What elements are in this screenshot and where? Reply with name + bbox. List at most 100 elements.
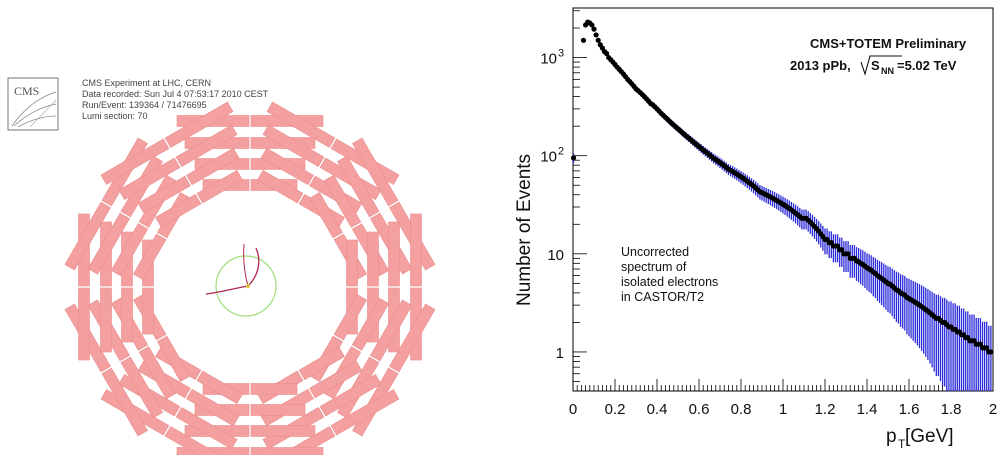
y-tick-exponent: 3 bbox=[558, 48, 564, 60]
info-line-3: Run/Event: 139364 / 71476695 bbox=[82, 100, 207, 110]
data-point bbox=[984, 345, 990, 351]
detector-module bbox=[389, 303, 436, 373]
detector-module bbox=[132, 233, 167, 280]
detector-module bbox=[352, 137, 399, 207]
detector-module bbox=[250, 383, 298, 395]
info-line-1: CMS Experiment at LHC, CERN bbox=[82, 78, 211, 88]
detector-module bbox=[262, 124, 325, 167]
detector-module bbox=[337, 155, 380, 218]
track-line bbox=[205, 285, 249, 295]
data-point bbox=[591, 26, 597, 32]
detector-module bbox=[266, 101, 336, 148]
legend-line-2-prefix: 2013 pPb, bbox=[790, 58, 851, 73]
detector-module bbox=[323, 174, 362, 228]
x-tick-label: 0.6 bbox=[689, 401, 710, 418]
detector-module bbox=[138, 346, 177, 400]
detector-module bbox=[155, 193, 202, 228]
data-point bbox=[570, 155, 577, 161]
error-bars bbox=[572, 21, 992, 391]
y-tick-label: 1 bbox=[556, 345, 564, 362]
x-tick-label: 0 bbox=[569, 401, 577, 418]
detector-module bbox=[330, 389, 400, 436]
note-line-3: isolated electrons bbox=[621, 275, 718, 289]
x-axis-title: p T [GeV] bbox=[886, 426, 954, 451]
detector-module bbox=[257, 169, 304, 204]
data-points bbox=[570, 19, 994, 355]
info-line-4: Lumi section: 70 bbox=[82, 111, 148, 121]
detector-module bbox=[309, 192, 344, 239]
detector-module bbox=[164, 426, 234, 460]
note-line-1: Uncorrected bbox=[621, 245, 689, 259]
data-point bbox=[580, 37, 587, 43]
legend-line-2-suffix: =5.02 TeV bbox=[897, 58, 957, 73]
detector-module bbox=[78, 287, 90, 361]
cms-logo: CMS bbox=[7, 77, 59, 131]
detector-module bbox=[120, 356, 163, 419]
detector-module bbox=[64, 201, 111, 271]
detector-module bbox=[100, 287, 112, 353]
detector-module bbox=[250, 404, 306, 416]
detector-module bbox=[370, 299, 413, 362]
data-point bbox=[593, 32, 599, 38]
x-tick-label: 1.6 bbox=[899, 401, 920, 418]
legend-line-2-s: S bbox=[871, 58, 880, 73]
detector-module bbox=[319, 374, 382, 417]
note-line-2: spectrum of bbox=[621, 260, 687, 274]
y-tick-label: 10 bbox=[540, 149, 557, 166]
detector-module bbox=[175, 124, 238, 167]
y-tick-label: 10 bbox=[547, 247, 564, 264]
data-point bbox=[845, 251, 851, 257]
x-tick-label: 0.2 bbox=[605, 401, 626, 418]
y-axis-title: Number of Events bbox=[514, 154, 535, 306]
legend-line-1: CMS+TOTEM Preliminary bbox=[810, 36, 967, 51]
detector-module-rings bbox=[64, 101, 436, 460]
data-point bbox=[589, 22, 595, 28]
detector-module bbox=[142, 287, 154, 335]
tracks bbox=[205, 243, 277, 317]
data-point bbox=[839, 247, 845, 253]
detector-module bbox=[196, 169, 243, 204]
detector-module bbox=[121, 287, 133, 343]
x-axis-ticks: 0 0.2 0.4 0.6 0.8 1 1.2 1.4 1.6 1.8 2 bbox=[569, 379, 997, 418]
legend: CMS+TOTEM Preliminary 2013 pPb, S NN =5.… bbox=[790, 36, 967, 76]
logo-text: CMS bbox=[14, 84, 39, 98]
detector-module bbox=[309, 360, 363, 399]
detector-module bbox=[367, 231, 379, 287]
detector-module bbox=[186, 147, 240, 186]
y-tick-label: 10 bbox=[540, 51, 557, 68]
sqrt-symbol bbox=[860, 55, 902, 76]
detector-module bbox=[250, 425, 316, 437]
detector-module bbox=[110, 223, 149, 277]
x-axis-title-unit: [GeV] bbox=[905, 426, 954, 447]
vertex-marker bbox=[246, 284, 250, 288]
detector-module bbox=[175, 407, 238, 450]
x-axis-title-main: p bbox=[886, 426, 897, 447]
data-point bbox=[988, 349, 994, 355]
annotation-note: Uncorrected spectrum of isolated electro… bbox=[621, 245, 718, 304]
event-display-panel: CMS CMS Experiment at LHC, CERN Data rec… bbox=[0, 0, 500, 460]
data-point bbox=[604, 50, 610, 57]
detector-module bbox=[87, 212, 130, 275]
track-line bbox=[247, 247, 260, 287]
detector-module bbox=[346, 239, 358, 287]
detector-module bbox=[333, 294, 368, 341]
x-tick-label: 1.2 bbox=[815, 401, 836, 418]
detector-module bbox=[388, 221, 400, 287]
x-tick-label: 2 bbox=[989, 401, 997, 418]
detector-module bbox=[410, 213, 422, 287]
x-tick-label: 1.4 bbox=[857, 401, 878, 418]
legend-line-2-sub: NN bbox=[881, 66, 894, 76]
detector-module bbox=[101, 367, 148, 437]
x-axis-title-sub: T bbox=[898, 437, 906, 451]
detector-module bbox=[100, 138, 170, 185]
detector-module bbox=[298, 346, 345, 381]
note-line-4: in CASTOR/T2 bbox=[621, 290, 704, 304]
detector-module bbox=[118, 157, 181, 200]
data-point bbox=[595, 37, 601, 43]
detector-module bbox=[260, 147, 314, 186]
x-tick-label: 1 bbox=[779, 401, 787, 418]
event-display: CMS CMS Experiment at LHC, CERN Data rec… bbox=[7, 77, 436, 460]
detector-module bbox=[186, 388, 240, 427]
